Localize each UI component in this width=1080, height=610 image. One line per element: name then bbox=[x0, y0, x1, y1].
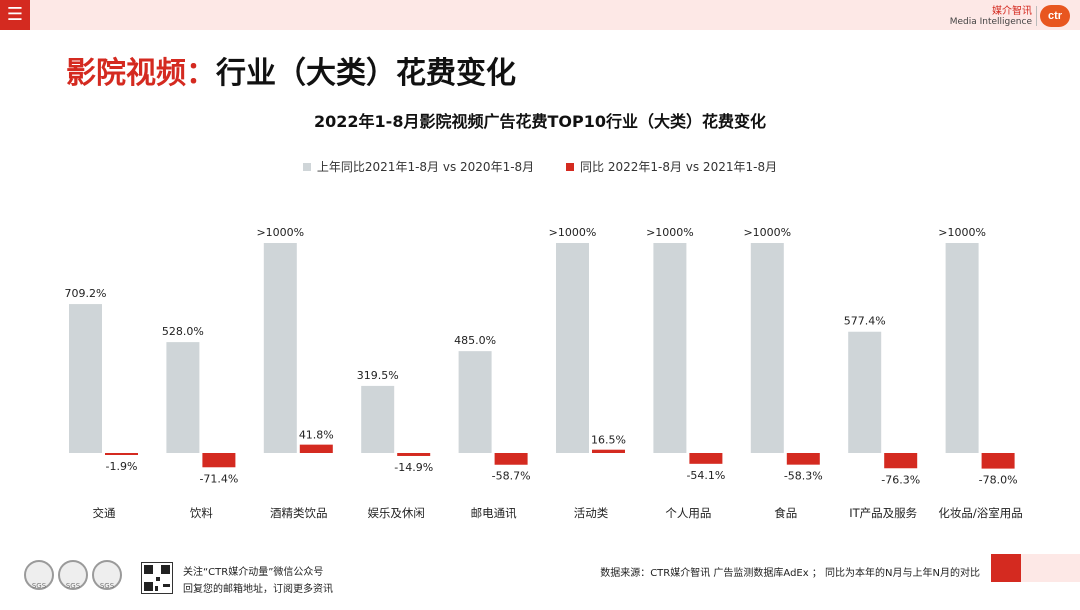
bar-prev-year bbox=[556, 243, 589, 453]
brand-divider bbox=[1036, 6, 1037, 26]
legend-label-prev-year: 上年同比2021年1-8月 vs 2020年1-8月 bbox=[316, 160, 535, 174]
category-label: 交通 bbox=[93, 506, 116, 520]
data-label-prev-year: 485.0% bbox=[454, 334, 496, 347]
data-label-current-year: -78.0% bbox=[979, 474, 1018, 487]
bar-prev-year bbox=[263, 243, 297, 453]
bar-chart: 709.2% -1.9% 交通 528.0% -71.4% 饮料 >1000% 41.8% 酒精… bbox=[65, 226, 1023, 520]
bar-current-year bbox=[397, 453, 431, 456]
bar-current-year bbox=[105, 453, 138, 455]
page-title: 影院视频：行业（大类）花费变化 bbox=[66, 48, 516, 92]
bar-current-year bbox=[981, 453, 1015, 469]
bar-current-year bbox=[202, 453, 236, 468]
page-title-rest: 行业（大类）花费变化 bbox=[216, 56, 516, 91]
data-source-note: 数据来源：CTR媒介智讯 广告监测数据库AdEx ； 同比为本年的N月与上年N月… bbox=[600, 568, 980, 579]
data-label-current-year: -71.4% bbox=[199, 472, 238, 485]
brand-block: 媒介智讯 Media Intelligence bbox=[950, 6, 1032, 28]
top-bar: ☰ 媒介智讯 Media Intelligence ctr bbox=[0, 0, 1080, 30]
data-label-prev-year: >1000% bbox=[549, 226, 597, 239]
data-label-current-year: 41.8% bbox=[299, 429, 334, 442]
bar-prev-year bbox=[945, 243, 979, 453]
chart-legend: 上年同比2021年1-8月 vs 2020年1-8月 同比 2022年1-8月 … bbox=[0, 158, 1080, 175]
data-label-prev-year: 577.4% bbox=[844, 315, 886, 328]
data-label-prev-year: >1000% bbox=[256, 226, 304, 239]
bar-prev-year bbox=[166, 342, 200, 453]
legend-item-prev-year: 上年同比2021年1-8月 vs 2020年1-8月 bbox=[302, 158, 535, 175]
bar-current-year bbox=[884, 453, 918, 469]
certification-badges: SGS SGS SGS bbox=[22, 560, 124, 594]
data-label-current-year: -58.7% bbox=[492, 470, 531, 483]
category-label: 饮料 bbox=[190, 506, 213, 520]
category-label: IT产品及服务 bbox=[849, 506, 917, 520]
bar-prev-year bbox=[361, 385, 395, 453]
data-label-current-year: -54.1% bbox=[686, 469, 725, 482]
data-label-current-year: -14.9% bbox=[394, 461, 433, 474]
bar-current-year bbox=[689, 453, 723, 464]
wechat-promo: 关注“CTR媒介动量”微信公众号 回复您的邮箱地址，订阅更多资讯 bbox=[183, 564, 333, 598]
category-label: 娱乐及休闲 bbox=[367, 506, 425, 520]
wechat-line-1: 关注“CTR媒介动量”微信公众号 bbox=[183, 567, 324, 578]
category-label: 酒精类饮品 bbox=[270, 506, 328, 520]
data-label-current-year: 16.5% bbox=[591, 434, 626, 447]
sgs-badge-icon: SGS bbox=[92, 560, 122, 590]
sgs-badge-icon: SGS bbox=[24, 560, 54, 590]
category-label: 邮电通讯 bbox=[471, 506, 517, 520]
category-label: 个人用品 bbox=[665, 506, 711, 520]
ctr-logo: ctr bbox=[1040, 5, 1070, 27]
footer: SGS SGS SGS 关注“CTR媒介动量”微信公众号 回复您的邮箱地址，订阅… bbox=[0, 548, 1080, 608]
category-label: 活动类 bbox=[574, 506, 609, 520]
footer-pink-block bbox=[1021, 554, 1080, 582]
brand-cn: 媒介智讯 bbox=[992, 6, 1032, 17]
data-label-prev-year: >1000% bbox=[743, 226, 791, 239]
bar-current-year bbox=[299, 444, 333, 453]
bar-prev-year bbox=[69, 304, 102, 453]
bar-prev-year bbox=[750, 243, 784, 453]
qr-code-icon bbox=[141, 562, 173, 594]
data-label-prev-year: 709.2% bbox=[65, 287, 107, 300]
bar-prev-year bbox=[458, 351, 492, 453]
footer-accent-block bbox=[991, 554, 1021, 582]
data-label-current-year: -1.9% bbox=[106, 460, 138, 473]
category-label: 食品 bbox=[774, 506, 797, 520]
legend-swatch-prev-year bbox=[302, 163, 311, 171]
bar-current-year bbox=[494, 453, 528, 465]
data-label-prev-year: 528.0% bbox=[162, 325, 204, 338]
page-title-accent: 影院视频： bbox=[66, 56, 216, 91]
bar-prev-year bbox=[848, 331, 882, 453]
sgs-badge-icon: SGS bbox=[58, 560, 88, 590]
legend-item-current-year: 同比 2022年1-8月 vs 2021年1-8月 bbox=[566, 158, 777, 175]
category-label: 化妆品/浴室用品 bbox=[938, 506, 1022, 520]
chart-title: 2022年1-8月影院视频广告花费TOP10行业（大类）花费变化 bbox=[314, 112, 766, 131]
bar-current-year bbox=[786, 453, 820, 465]
legend-label-current-year: 同比 2022年1-8月 vs 2021年1-8月 bbox=[580, 160, 778, 174]
bar-current-year bbox=[592, 449, 625, 453]
bar-prev-year bbox=[653, 243, 687, 453]
legend-swatch-current-year bbox=[566, 163, 574, 171]
data-label-prev-year: 319.5% bbox=[357, 369, 399, 382]
data-label-prev-year: >1000% bbox=[938, 226, 986, 239]
menu-icon[interactable]: ☰ bbox=[0, 0, 30, 30]
data-label-current-year: -76.3% bbox=[881, 473, 920, 486]
wechat-line-2: 回复您的邮箱地址，订阅更多资讯 bbox=[183, 584, 333, 595]
data-label-current-year: -58.3% bbox=[784, 470, 823, 483]
brand-en: Media Intelligence bbox=[949, 17, 1032, 27]
data-label-prev-year: >1000% bbox=[646, 226, 694, 239]
